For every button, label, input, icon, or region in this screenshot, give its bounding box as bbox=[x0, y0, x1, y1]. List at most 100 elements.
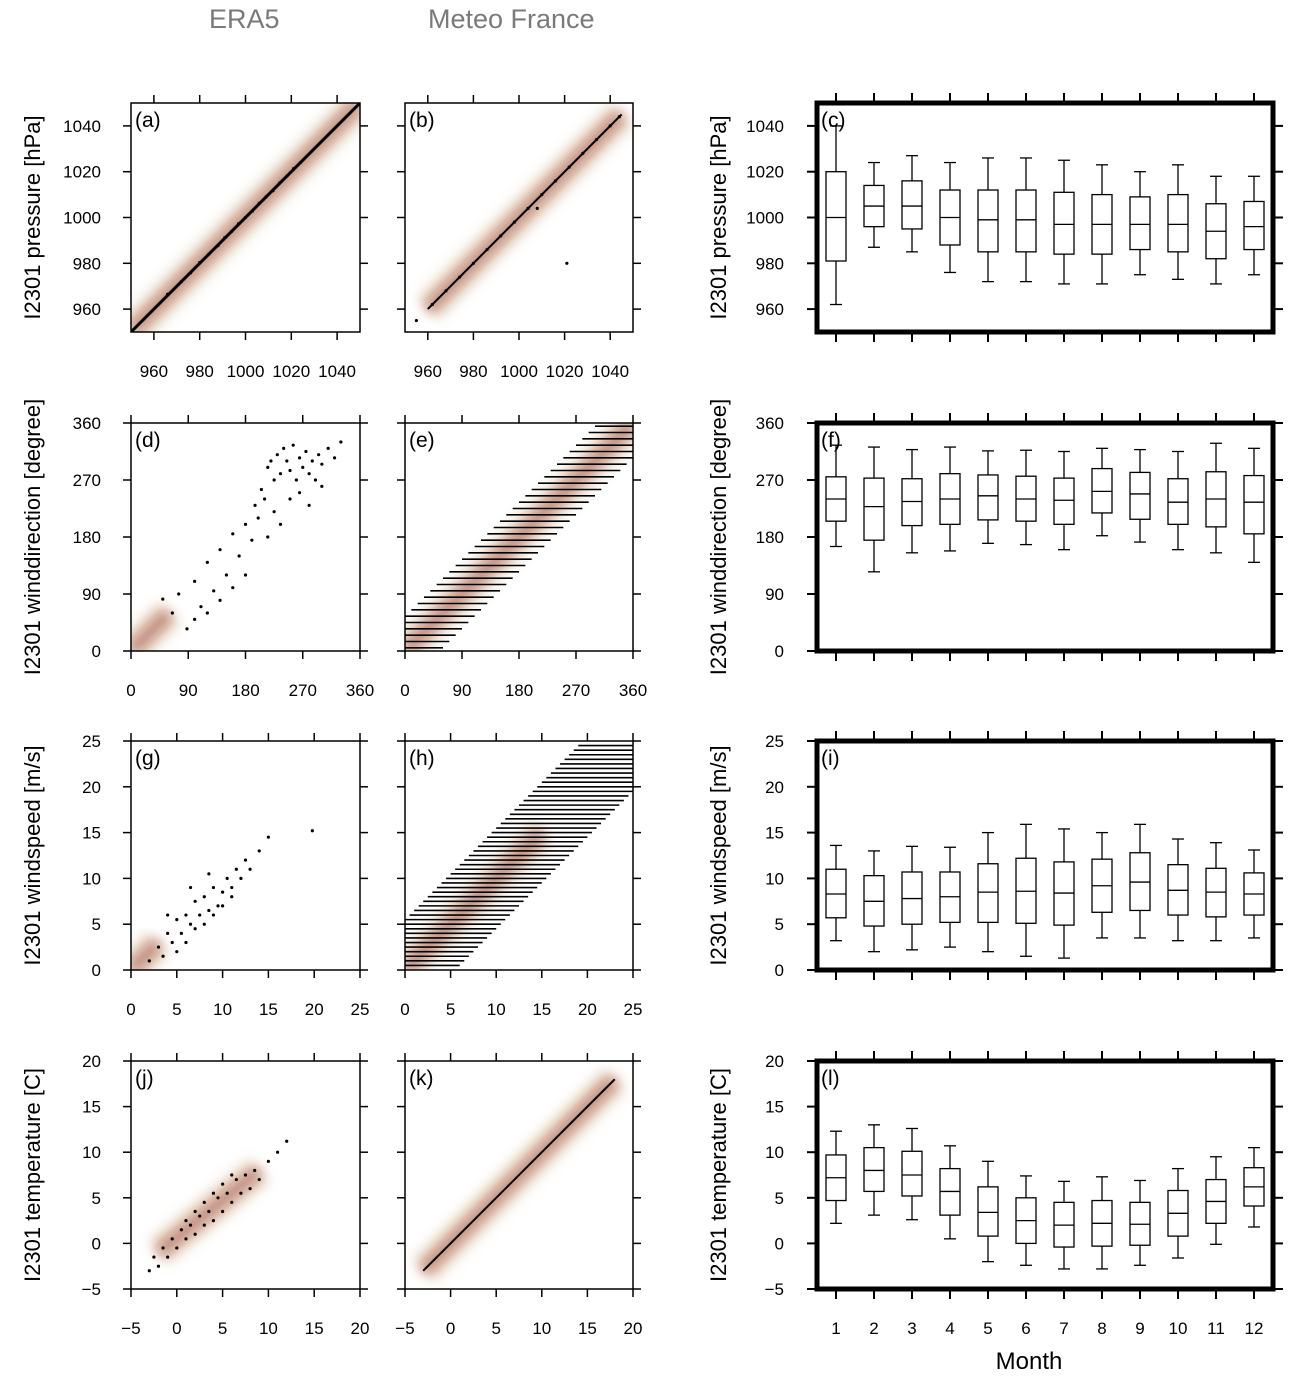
box-month-6 bbox=[1015, 157, 1037, 283]
data-point bbox=[526, 206, 530, 210]
y-tick-label: 270 bbox=[73, 471, 101, 490]
y-tick-label: 0 bbox=[775, 961, 784, 980]
x-tick-label: 180 bbox=[505, 681, 533, 700]
y-tick-label: 0 bbox=[775, 1234, 784, 1253]
x-tick-label: 5 bbox=[172, 1000, 181, 1019]
data-point bbox=[262, 497, 267, 501]
data-point bbox=[275, 453, 279, 457]
box-iqr bbox=[1167, 193, 1189, 253]
data-point bbox=[184, 940, 188, 945]
y-tick-label: 5 bbox=[775, 1189, 784, 1208]
data-point bbox=[317, 453, 321, 457]
data-point bbox=[193, 927, 197, 931]
x-tick-label: 90 bbox=[179, 681, 198, 700]
box-iqr bbox=[1015, 189, 1037, 253]
data-point bbox=[202, 1223, 206, 1227]
x-tick-label: 270 bbox=[289, 681, 317, 700]
y-tick-label: 15 bbox=[82, 824, 101, 843]
data-point bbox=[288, 497, 292, 501]
data-point bbox=[156, 1264, 161, 1268]
y-tick-label: 270 bbox=[756, 471, 784, 490]
box-month-10 bbox=[1167, 164, 1189, 280]
data-point bbox=[567, 165, 571, 169]
data-point bbox=[253, 1168, 257, 1173]
data-point bbox=[301, 465, 305, 469]
data-point bbox=[320, 462, 324, 466]
data-point bbox=[188, 922, 193, 926]
panel-j-plot bbox=[147, 1139, 289, 1273]
data-point bbox=[179, 1228, 183, 1232]
x-tick-label: 90 bbox=[453, 681, 472, 700]
x-tick-label: 15 bbox=[259, 1000, 278, 1019]
data-point bbox=[216, 244, 220, 248]
box-month-6 bbox=[1015, 1175, 1037, 1266]
data-point bbox=[285, 1139, 289, 1143]
panel-a-plot bbox=[131, 103, 360, 332]
month-tick-label: 9 bbox=[1135, 1319, 1144, 1338]
x-tick-label: 10 bbox=[532, 1319, 551, 1338]
box-month-7 bbox=[1053, 159, 1075, 285]
box-iqr bbox=[825, 171, 847, 262]
plot-frame bbox=[130, 740, 361, 971]
data-point bbox=[540, 193, 544, 197]
density-core bbox=[405, 423, 633, 651]
data-point bbox=[221, 904, 225, 908]
x-tick-label: 960 bbox=[414, 362, 442, 381]
box-month-2 bbox=[863, 161, 885, 248]
data-point bbox=[193, 1232, 197, 1236]
data-point bbox=[271, 189, 275, 193]
x-tick-label: 5 bbox=[491, 1319, 500, 1338]
data-point bbox=[230, 1200, 234, 1204]
box-month-1 bbox=[825, 444, 847, 548]
data-point bbox=[332, 456, 337, 460]
y-axis-label: I2301 pressure [hPa] bbox=[20, 115, 45, 319]
y-axis-label: I2301 windspeed [m/s] bbox=[706, 745, 731, 965]
y-tick-label: −5 bbox=[765, 1280, 784, 1299]
data-point bbox=[184, 1219, 188, 1223]
data-point bbox=[211, 1219, 216, 1223]
y-tick-label: 360 bbox=[756, 414, 784, 433]
data-point bbox=[161, 597, 165, 601]
panel-label: (f) bbox=[821, 429, 841, 452]
data-point bbox=[152, 1255, 156, 1259]
x-tick-label: 25 bbox=[351, 1000, 370, 1019]
data-point bbox=[239, 1191, 243, 1195]
data-point bbox=[285, 174, 289, 178]
data-point bbox=[179, 280, 183, 284]
box-iqr bbox=[901, 1150, 923, 1197]
y-tick-label: 980 bbox=[756, 254, 784, 273]
data-point bbox=[266, 835, 270, 839]
x-tick-label: 10 bbox=[259, 1319, 278, 1338]
y-axis-label: I2301 pressure [hPa] bbox=[706, 115, 731, 319]
box-month-3 bbox=[901, 1127, 923, 1221]
box-month-9 bbox=[1129, 448, 1151, 543]
data-point bbox=[161, 954, 165, 958]
x-tick-label: 1040 bbox=[591, 362, 629, 381]
data-point bbox=[230, 885, 234, 890]
box-month-2 bbox=[863, 1124, 885, 1216]
data-point bbox=[250, 538, 254, 542]
box-month-12 bbox=[1243, 175, 1265, 276]
data-point bbox=[294, 478, 298, 482]
data-point bbox=[310, 459, 314, 463]
panel-label: (g) bbox=[135, 747, 161, 770]
x-tick-label: 1000 bbox=[500, 362, 538, 381]
y-tick-label: 5 bbox=[775, 915, 784, 934]
data-point bbox=[193, 1209, 197, 1214]
data-point bbox=[207, 252, 211, 256]
y-tick-label: 180 bbox=[73, 528, 101, 547]
data-point bbox=[239, 876, 243, 881]
data-point bbox=[225, 876, 229, 881]
data-point bbox=[237, 554, 241, 558]
box-iqr bbox=[1243, 200, 1265, 251]
panel-label: (e) bbox=[409, 429, 435, 452]
x-tick-label: 980 bbox=[459, 362, 487, 381]
y-tick-label: −5 bbox=[82, 1280, 101, 1299]
y-tick-label: 180 bbox=[756, 528, 784, 547]
box-month-11 bbox=[1205, 175, 1227, 285]
panel-a: 960 980 1000 1020 1040 960 980 1000 1020 1040 (a) I… bbox=[20, 95, 368, 381]
box-month-4 bbox=[939, 446, 961, 552]
data-point bbox=[230, 895, 234, 899]
x-tick-label: 980 bbox=[186, 362, 214, 381]
box-month-9 bbox=[1129, 823, 1151, 939]
